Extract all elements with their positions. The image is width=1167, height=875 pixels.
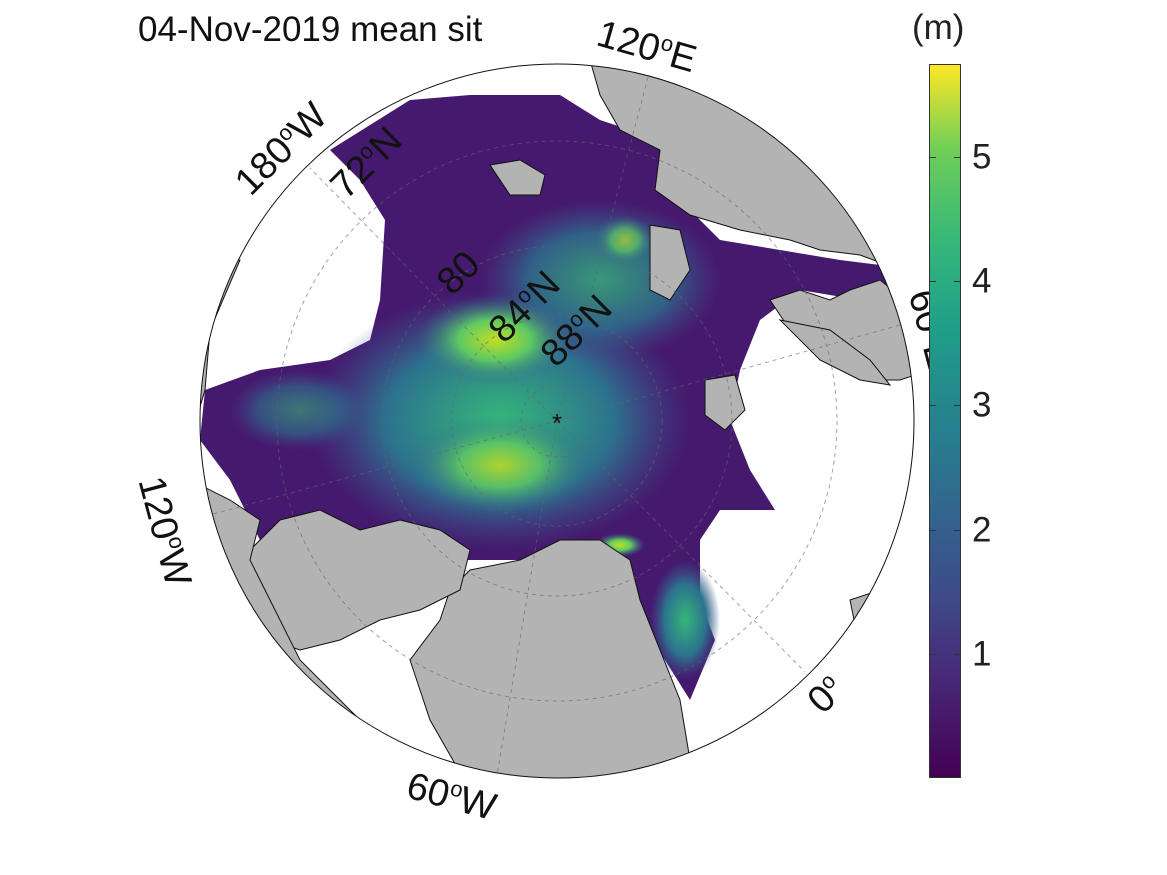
colorbar-tick-mark — [954, 281, 961, 283]
colorbar-tick-mark — [954, 529, 961, 531]
colorbar-tick-label: 3 — [972, 385, 992, 425]
colorbar-tick-label: 4 — [972, 261, 992, 301]
colorbar — [929, 64, 961, 778]
sea-ice-thick — [415, 295, 575, 385]
land-scandinavia — [769, 279, 914, 381]
land-novaya-zemlya — [778, 319, 892, 386]
colorbar-tick-mark — [929, 653, 936, 655]
land-severnaya — [649, 224, 691, 301]
colorbar-tick-mark — [954, 653, 961, 655]
colorbar-tick-mark — [954, 405, 961, 407]
sea-ice-thick-2 — [410, 415, 590, 515]
sea-ice-greenland-sea — [650, 560, 720, 680]
map-disc — [200, 64, 914, 778]
colorbar-tick-label: 1 — [972, 634, 992, 674]
colorbar-tick-mark — [929, 405, 936, 407]
land-greenland — [409, 539, 691, 778]
colorbar-tick-label: 5 — [972, 137, 992, 177]
land-svalbard — [704, 374, 746, 431]
sea-ice-beaufort — [230, 370, 370, 450]
land-new-siberian-islands — [489, 159, 546, 196]
colorbar-unit: (m) — [912, 8, 965, 47]
graticule — [212, 69, 901, 776]
colorbar-tick-mark — [929, 157, 936, 159]
pole-marker: * — [552, 408, 562, 438]
colorbar-tick-label: 2 — [972, 510, 992, 550]
map-title: 04-Nov-2019 mean sit — [138, 10, 483, 49]
colorbar-tick-mark — [954, 157, 961, 159]
colorbar-tick-mark — [929, 529, 936, 531]
colorbar-tick-mark — [929, 281, 936, 283]
sea-ice-thick-3 — [595, 215, 655, 265]
map-boundary — [199, 63, 915, 779]
